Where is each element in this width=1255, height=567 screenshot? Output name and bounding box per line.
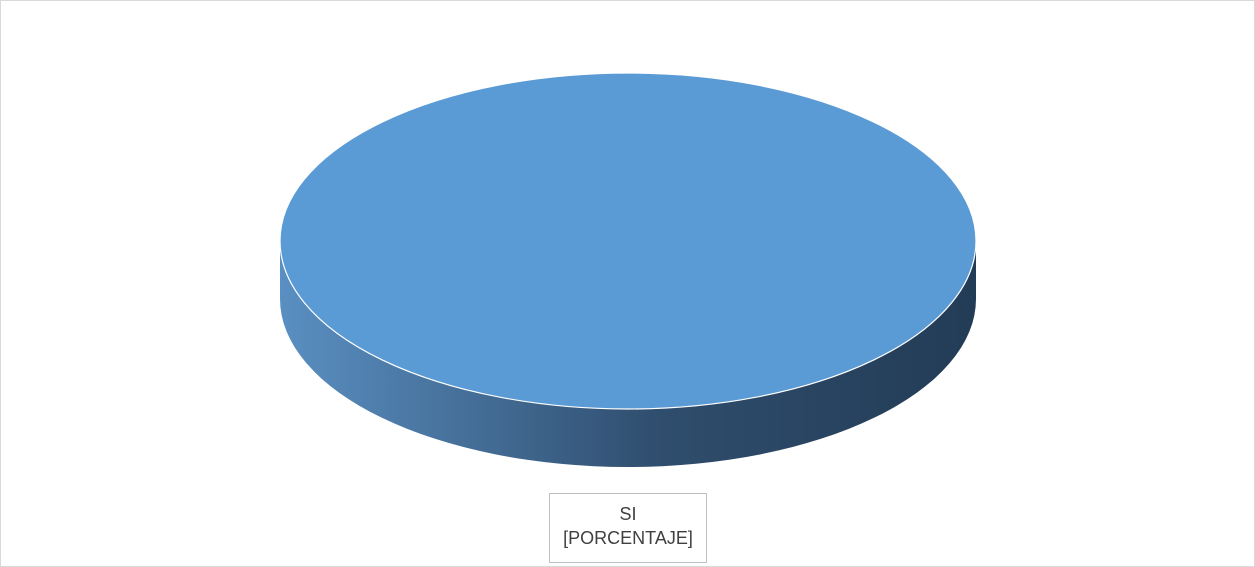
slice-category-label: SI [619, 504, 637, 524]
pie-slice-side-si [280, 241, 976, 467]
pie-slice-si [279, 72, 977, 410]
slice-data-label: SI [PORCENTAJE] [549, 493, 707, 563]
slice-value-label: [PORCENTAJE] [563, 528, 693, 548]
